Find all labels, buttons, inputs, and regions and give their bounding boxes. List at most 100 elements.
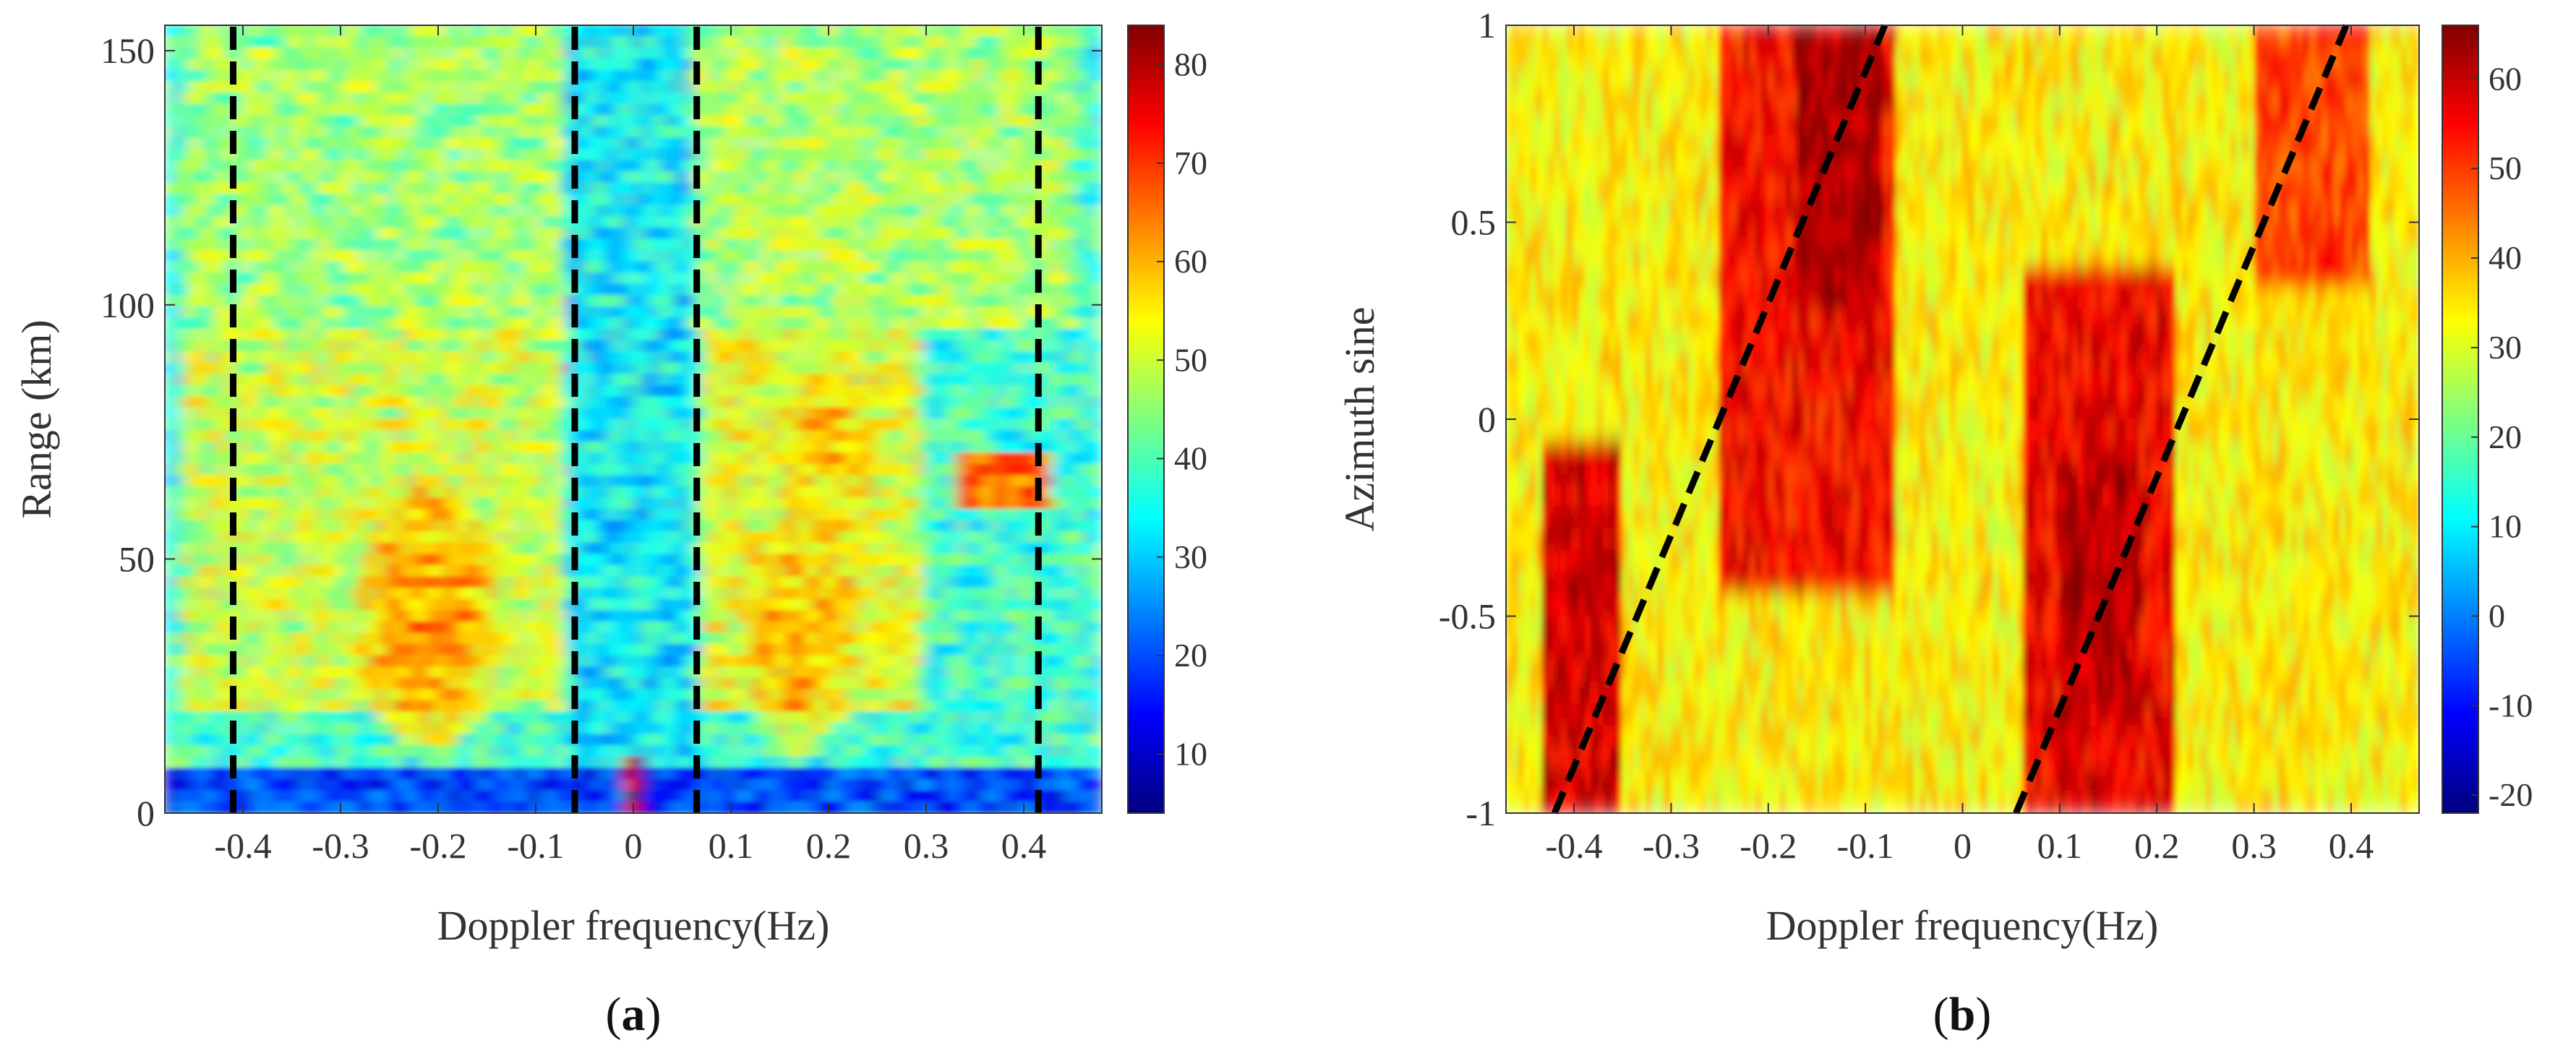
heatmap-cell-a	[1042, 486, 1051, 499]
heatmap-cell-a	[735, 205, 745, 218]
heatmap-cell-a	[982, 194, 992, 206]
heatmap-cell-a	[641, 205, 651, 218]
heatmap-cell-a	[241, 81, 251, 93]
heatmap-cell-a	[641, 227, 651, 240]
heatmap-cell-a	[684, 452, 693, 465]
heatmap-cell-a	[837, 261, 847, 274]
heatmap-cell-a	[667, 81, 677, 93]
heatmap-cell-a	[547, 194, 557, 206]
heatmap-cell-a	[198, 115, 208, 127]
heatmap-cell-a	[923, 103, 932, 116]
heatmap-cell-a	[497, 59, 506, 71]
heatmap-cell-a	[854, 216, 864, 228]
heatmap-cell-a	[207, 441, 217, 454]
heatmap-cell-a	[930, 249, 941, 262]
heatmap-cell-a	[624, 216, 634, 228]
heatmap-cell-a	[258, 396, 268, 408]
heatmap-cell-a	[889, 36, 898, 48]
heatmap-cell-a	[633, 441, 643, 454]
heatmap-cell-a	[505, 283, 515, 296]
heatmap-cell-a	[1058, 374, 1069, 386]
heatmap-cell-a	[615, 47, 625, 60]
heatmap-cell-a	[923, 407, 932, 420]
heatmap-cell-a	[198, 160, 208, 172]
heatmap-cell-a	[539, 81, 549, 93]
heatmap-cell-a	[581, 182, 591, 195]
heatmap-cell-a	[846, 374, 855, 386]
heatmap-cell-a	[923, 396, 932, 408]
heatmap-cell-a	[1076, 362, 1085, 375]
heatmap-cell-a	[1042, 385, 1051, 398]
heatmap-cell-a	[317, 463, 328, 476]
heatmap-cell-a	[889, 418, 898, 431]
heatmap-cell-a	[811, 249, 821, 262]
heatmap-cell-a	[335, 227, 344, 240]
heatmap-cell-a	[1050, 362, 1060, 375]
heatmap-cell-a	[914, 194, 924, 206]
heatmap-cell-a	[727, 418, 736, 431]
heatmap-cell-a	[488, 509, 497, 521]
heatmap-cell-a	[317, 126, 328, 139]
heatmap-cell-a	[173, 59, 183, 71]
heatmap-cell-a	[1024, 328, 1035, 341]
heatmap-cell-a	[309, 475, 319, 487]
heatmap-cell-a	[351, 407, 361, 420]
heatmap-cell-a	[479, 475, 489, 487]
heatmap-cell-a	[743, 103, 753, 116]
heatmap-cell-a	[1058, 351, 1069, 364]
heatmap-cell-a	[999, 509, 1009, 521]
heatmap-cell-a	[317, 261, 328, 274]
heatmap-cell-a	[965, 194, 975, 206]
heatmap-cell-a	[795, 92, 805, 105]
heatmap-cell-a	[965, 295, 975, 307]
heatmap-cell-a	[539, 59, 549, 71]
heatmap-cell-a	[266, 374, 276, 386]
heatmap-cell-a	[761, 115, 770, 127]
heatmap-cell-a	[1016, 441, 1026, 454]
heatmap-cell-a	[420, 509, 429, 521]
heatmap-cell-a	[505, 396, 515, 408]
heatmap-cell-a	[462, 441, 472, 454]
heatmap-cell-a	[786, 69, 796, 82]
heatmap-cell-a	[684, 509, 693, 521]
heatmap-cell-a	[727, 115, 736, 127]
heatmap-cell-a	[369, 283, 379, 296]
heatmap-cell-a	[581, 59, 591, 71]
heatmap-cell-a	[795, 418, 805, 431]
heatmap-cell-a	[317, 81, 328, 93]
heatmap-cell-a	[624, 25, 634, 38]
heatmap-cell-a	[675, 261, 685, 274]
heatmap-cell-a	[1076, 475, 1085, 487]
heatmap-cell-a	[1092, 126, 1102, 139]
heatmap-cell-a	[471, 148, 481, 161]
heatmap-cell-a	[488, 497, 497, 510]
heatmap-cell-a	[923, 249, 932, 262]
heatmap-cell-a	[777, 160, 787, 172]
heatmap-cell-a	[761, 396, 770, 408]
heatmap-cell-a	[394, 385, 404, 398]
heatmap-cell-a	[394, 249, 404, 262]
heatmap-cell-a	[761, 486, 770, 499]
heatmap-cell-a	[428, 475, 438, 487]
heatmap-cell-a	[675, 239, 685, 251]
heatmap-cell-a	[777, 430, 787, 442]
heatmap-cell-a	[650, 216, 659, 228]
heatmap-cell-a	[505, 497, 515, 510]
heatmap-cell-a	[215, 216, 225, 228]
heatmap-cell-a	[360, 340, 370, 353]
heatmap-cell-a	[394, 227, 404, 240]
heatmap-cell-a	[820, 520, 830, 533]
heatmap-cell-a	[488, 531, 497, 544]
heatmap-cell-a	[360, 441, 370, 454]
heatmap-cell-a	[973, 340, 983, 353]
heatmap-cell-a	[275, 148, 285, 161]
heatmap-cell-a	[454, 396, 463, 408]
heatmap-cell-a	[556, 194, 566, 206]
heatmap-cell-a	[863, 362, 873, 375]
heatmap-cell-a	[1092, 59, 1102, 71]
heatmap-cell-a	[547, 306, 557, 319]
heatmap-cell-a	[854, 69, 864, 82]
heatmap-cell-a	[939, 137, 949, 150]
heatmap-cell-a	[1058, 239, 1069, 251]
heatmap-cell-a	[437, 306, 447, 319]
